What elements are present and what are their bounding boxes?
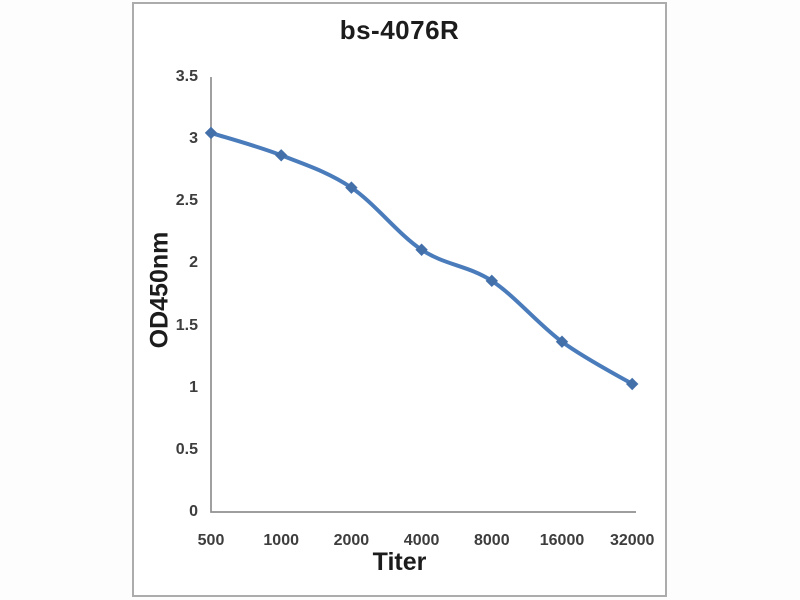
data-point-marker — [625, 377, 639, 391]
y-tick-label: 1 — [189, 378, 198, 396]
data-point-marker — [555, 335, 569, 348]
y-tick-label: 2 — [189, 254, 198, 272]
chart-panel: bs-4076R 0 0.5 1 1.5 2 2.5 3 3.5 500 1000 2000 400… — [132, 2, 667, 597]
x-tick-label: 32000 — [609, 532, 655, 549]
y-tick-label: 0 — [189, 503, 198, 520]
x-tick-label: 4000 — [403, 532, 440, 549]
data-point-marker — [274, 149, 288, 162]
y-tick-label: 3.5 — [175, 68, 198, 85]
x-tick-label: 8000 — [474, 532, 510, 549]
data-point-marker — [415, 243, 428, 256]
x-tick-label: 1000 — [263, 532, 299, 549]
y-tick-label: 1.5 — [175, 316, 198, 334]
x-axis-title: Titer — [372, 548, 427, 576]
data-point-marker — [485, 274, 499, 288]
data-point-marker — [345, 181, 358, 194]
y-axis-title: OD450nm — [145, 231, 174, 349]
x-tick-label: 500 — [197, 532, 225, 549]
y-tick-label: 3 — [189, 130, 198, 148]
data-point-marker — [204, 126, 218, 140]
x-tick-label: 2000 — [333, 532, 370, 549]
axis-lines — [210, 77, 636, 513]
line-chart-plot-area — [204, 77, 639, 513]
y-tick-label: 2.5 — [175, 192, 198, 210]
series-line — [209, 130, 635, 386]
y-tick-label: 0.5 — [175, 440, 198, 458]
chart-title: bs-4076R — [339, 15, 460, 45]
x-tick-label: 16000 — [539, 532, 585, 549]
